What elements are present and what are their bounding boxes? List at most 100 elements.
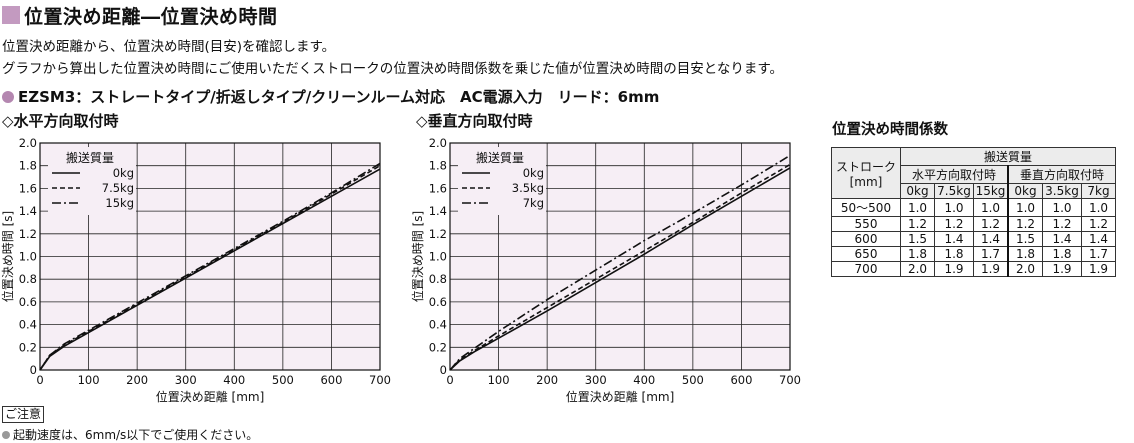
description-line-2: グラフから算出した位置決め時間にご使用いただくストロークの位置決め時間係数を乗じ… [2, 61, 783, 77]
x-axis-label: 位置決め距離 [mm] [566, 389, 675, 404]
series-line-0kg [39, 168, 381, 371]
stroke-unit: [mm] [849, 174, 883, 189]
coef-cell: 2.0 [1007, 261, 1043, 277]
coef-cell: 1.8 [934, 246, 974, 262]
mass-col-header: 0kg [900, 183, 935, 199]
series-line-0kg [449, 167, 791, 371]
stroke-header-cell: ストローク [mm] [831, 147, 901, 199]
y-tick-label: 1.4 [19, 204, 37, 218]
table-row: 50～500 1.0 1.0 1.0 1.0 1.0 1.0 [831, 198, 1116, 217]
coef-cell: 1.7 [1081, 246, 1116, 262]
legend-background [48, 147, 136, 215]
coef-cell: 1.9 [1042, 261, 1082, 277]
table-row: 700 2.0 1.9 1.9 2.0 1.9 1.9 [831, 261, 1116, 277]
coef-cell: 1.7 [973, 246, 1009, 262]
series-line-7_5kg [39, 165, 381, 371]
table-row: 650 1.8 1.8 1.7 1.8 1.8 1.7 [831, 246, 1116, 262]
legend-label: 3.5kg [512, 181, 544, 195]
title-marker-icon [2, 6, 20, 24]
coefficient-table-title: 位置決め時間係数 [832, 122, 948, 138]
x-tick-label: 400 [633, 373, 655, 387]
y-tick-label: 0.2 [19, 340, 37, 354]
title-text: 位置決め距離―位置決め時間 [24, 5, 278, 28]
y-tick-label: 0.8 [429, 272, 447, 286]
coef-cell: 1.5 [1007, 231, 1043, 247]
x-tick-label: 100 [488, 373, 510, 387]
y-tick-label: 1.2 [19, 227, 37, 241]
y-tick-label: 0 [440, 363, 447, 377]
page-title: 位置決め距離―位置決め時間 [2, 2, 278, 28]
stroke-cell: 50～500 [831, 198, 901, 217]
chart-1-title: ◇水平方向取付時 [2, 112, 119, 130]
mass-col-header: 3.5kg [1042, 183, 1082, 199]
x-tick-label: 400 [223, 373, 245, 387]
coef-cell: 1.0 [934, 198, 974, 217]
coef-cell: 1.4 [973, 231, 1009, 247]
y-tick-label: 1.0 [19, 250, 37, 264]
plot-frame [39, 142, 381, 371]
caution-note: 起動速度は、6mm/s以下でご使用ください。 [2, 426, 258, 443]
stroke-header: ストローク [835, 159, 896, 174]
series-line-3_5kg [449, 163, 791, 371]
mass-col-header: 7kg [1081, 183, 1116, 199]
coef-cell: 1.0 [1007, 198, 1043, 217]
plot-frame [449, 142, 791, 371]
chart-2-title: ◇垂直方向取付時 [416, 112, 533, 130]
series-line-15kg [39, 162, 381, 371]
mass-col-header: 7.5kg [934, 183, 974, 199]
coef-cell: 1.9 [973, 261, 1009, 277]
stroke-cell: 700 [831, 261, 901, 277]
y-tick-label: 2.0 [19, 136, 37, 150]
bullet-icon [2, 90, 14, 103]
legend-label: 7kg [523, 196, 544, 210]
coef-cell: 1.0 [900, 198, 935, 217]
coef-cell: 1.2 [1007, 216, 1043, 232]
y-tick-label: 1.6 [19, 181, 37, 195]
x-tick-label: 300 [175, 373, 197, 387]
legend-background [458, 147, 546, 215]
coef-cell: 1.9 [1081, 261, 1116, 277]
y-tick-label: 0.6 [429, 295, 447, 309]
x-tick-label: 600 [730, 373, 752, 387]
x-tick-label: 600 [320, 373, 342, 387]
legend-label: 0kg [523, 166, 544, 180]
y-tick-label: 0.4 [19, 318, 37, 332]
coef-cell: 1.8 [1007, 246, 1043, 262]
coef-cell: 1.0 [1081, 198, 1116, 217]
y-tick-label: 1.4 [429, 204, 447, 218]
stroke-cell: 550 [831, 216, 901, 232]
legend-label: 7.5kg [102, 181, 134, 195]
x-tick-label: 500 [272, 373, 294, 387]
x-tick-label: 500 [682, 373, 704, 387]
y-tick-label: 0 [30, 363, 37, 377]
x-tick-label: 200 [126, 373, 148, 387]
legend-title: 搬送質量 [66, 150, 114, 165]
coef-cell: 1.4 [1042, 231, 1082, 247]
coef-cell: 1.2 [973, 216, 1009, 232]
y-tick-label: 1.6 [429, 181, 447, 195]
bullet-icon [2, 430, 10, 439]
x-tick-label: 200 [536, 373, 558, 387]
table-row: 550 1.2 1.2 1.2 1.2 1.2 1.2 [831, 216, 1116, 232]
x-tick-label: 300 [585, 373, 607, 387]
coef-cell: 1.2 [1042, 216, 1082, 232]
coef-cell: 1.9 [934, 261, 974, 277]
coef-cell: 1.2 [1081, 216, 1116, 232]
x-tick-label: 700 [369, 373, 391, 387]
x-tick-label: 700 [779, 373, 801, 387]
y-tick-label: 1.8 [19, 159, 37, 173]
horizontal-header: 水平方向取付時 [900, 165, 1009, 184]
coef-cell: 1.2 [934, 216, 974, 232]
caution-text: 起動速度は、6mm/s以下でご使用ください。 [13, 428, 259, 442]
stroke-cell: 650 [831, 246, 901, 262]
vertical-header: 垂直方向取付時 [1007, 165, 1116, 184]
y-tick-label: 0.8 [19, 272, 37, 286]
coef-cell: 1.4 [1081, 231, 1116, 247]
series-line-7kg [449, 154, 791, 371]
y-tick-label: 0.2 [429, 340, 447, 354]
mass-col-header: 15kg [973, 183, 1009, 199]
coef-cell: 1.8 [900, 246, 935, 262]
model-line: EZSM3：ストレートタイプ/折返しタイプ/クリーンルーム対応 AC電源入力 リ… [2, 86, 659, 107]
coef-cell: 2.0 [900, 261, 935, 277]
coef-cell: 1.0 [1042, 198, 1082, 217]
